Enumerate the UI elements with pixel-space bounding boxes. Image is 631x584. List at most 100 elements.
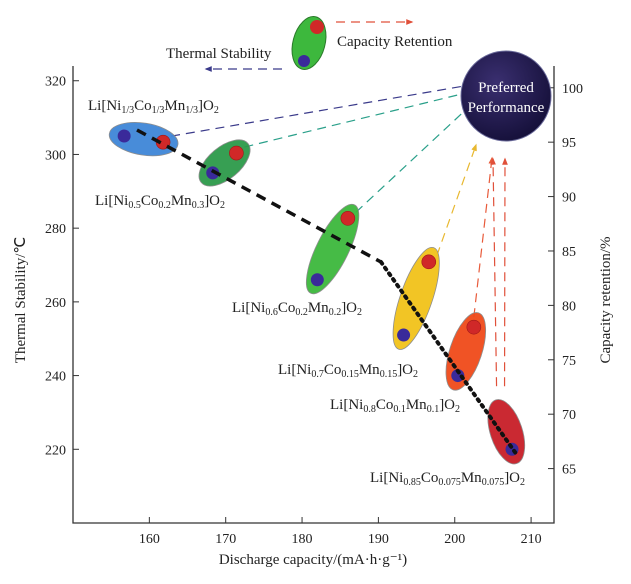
x-tick-label: 180 bbox=[292, 532, 313, 547]
performance-arrow bbox=[474, 158, 492, 317]
capacity-point bbox=[467, 320, 481, 334]
performance-arrow bbox=[244, 92, 470, 147]
legend: Capacity Retention Thermal Stability bbox=[166, 13, 453, 73]
label-subscript: 0.15 bbox=[380, 369, 398, 380]
y-left-tick-label: 240 bbox=[45, 370, 66, 385]
y-left-tick-label: 280 bbox=[45, 222, 66, 237]
label-subscript: 0.2 bbox=[329, 307, 342, 318]
thermal-point bbox=[397, 329, 410, 342]
label-subscript: 2 bbox=[455, 404, 460, 415]
material-ellipse bbox=[481, 395, 532, 469]
label-subscript: 2 bbox=[413, 369, 418, 380]
label-subscript: 1/3 bbox=[121, 105, 134, 116]
label-text: ]O bbox=[504, 470, 520, 486]
label-subscript: 0.6 bbox=[265, 307, 278, 318]
legend-thermal-dot bbox=[298, 55, 310, 67]
performance-arrow bbox=[437, 145, 476, 256]
label-text: Mn bbox=[308, 300, 329, 316]
thermal-point bbox=[311, 273, 324, 286]
material-label: Li[Ni0.8Co0.1Mn0.1]O2 bbox=[330, 397, 460, 415]
capacity-point bbox=[229, 146, 243, 160]
label-text: Li[Ni bbox=[95, 193, 128, 209]
y-right-tick-label: 80 bbox=[562, 299, 576, 314]
data-marks bbox=[107, 118, 532, 469]
label-text: ]O bbox=[204, 193, 220, 209]
label-subscript: 2 bbox=[214, 105, 219, 116]
target-label-line2: Performance bbox=[468, 100, 545, 116]
label-text: Li[Ni bbox=[370, 470, 403, 486]
material-ellipse bbox=[384, 242, 449, 354]
target-label-line1: Preferred bbox=[478, 80, 534, 96]
label-text: Mn bbox=[461, 470, 482, 486]
label-subscript: 0.85 bbox=[403, 477, 421, 488]
label-text: Co bbox=[278, 300, 296, 316]
label-text: Mn bbox=[406, 397, 427, 413]
label-subscript: 1/3 bbox=[185, 105, 198, 116]
label-text: Mn bbox=[359, 362, 380, 378]
y-right-tick-label: 85 bbox=[562, 245, 576, 260]
label-text: Li[Ni bbox=[330, 397, 363, 413]
label-subscript: 0.15 bbox=[341, 369, 359, 380]
y-right-tick-label: 75 bbox=[562, 354, 576, 369]
material-label: Li[Ni0.7Co0.15Mn0.15]O2 bbox=[278, 362, 418, 380]
label-subscript: 1/3 bbox=[152, 105, 165, 116]
y-axis-left-label: Thermal Stability/℃ bbox=[13, 237, 29, 363]
y-left-tick-label: 320 bbox=[45, 75, 66, 90]
y-right-tick-label: 70 bbox=[562, 408, 576, 423]
label-subscript: 0.1 bbox=[393, 404, 406, 415]
label-text: Li[Ni bbox=[232, 300, 265, 316]
y-right-tick-label: 90 bbox=[562, 191, 576, 206]
preferred-performance-target: Preferred Performance bbox=[461, 51, 551, 141]
label-text: Mn bbox=[164, 98, 185, 114]
label-subscript: 0.5 bbox=[128, 200, 141, 211]
y-left-tick-label: 220 bbox=[45, 443, 66, 458]
y-right-tick-label: 95 bbox=[562, 136, 576, 151]
label-subscript: 0.3 bbox=[192, 200, 205, 211]
label-subscript: 0.2 bbox=[295, 307, 308, 318]
label-subscript: 2 bbox=[220, 200, 225, 211]
label-subscript: 0.075 bbox=[482, 477, 505, 488]
label-text: Mn bbox=[171, 193, 192, 209]
y-right-tick-label: 65 bbox=[562, 463, 576, 478]
material-label: Li[Ni0.5Co0.2Mn0.3]O2 bbox=[95, 193, 225, 211]
x-axis-label: Discharge capacity/(mA·h·g⁻¹) bbox=[219, 552, 407, 568]
legend-capacity-label: Capacity Retention bbox=[337, 34, 453, 50]
material-labels: Li[Ni1/3Co1/3Mn1/3]O2Li[Ni0.5Co0.2Mn0.3]… bbox=[88, 98, 525, 488]
x-tick-label: 210 bbox=[521, 532, 542, 547]
label-text: Co bbox=[376, 397, 394, 413]
x-tick-label: 190 bbox=[368, 532, 389, 547]
label-text: ]O bbox=[397, 362, 413, 378]
performance-arrow bbox=[356, 104, 472, 212]
label-subscript: 0.7 bbox=[311, 369, 324, 380]
thermal-point bbox=[118, 130, 131, 143]
x-tick-label: 200 bbox=[444, 532, 465, 547]
label-text: Co bbox=[324, 362, 342, 378]
label-subscript: 2 bbox=[357, 307, 362, 318]
label-text: Co bbox=[141, 193, 159, 209]
label-text: ]O bbox=[341, 300, 357, 316]
y-right-tick-label: 100 bbox=[562, 82, 583, 97]
material-label: Li[Ni0.85Co0.075Mn0.075]O2 bbox=[370, 470, 525, 488]
label-text: ]O bbox=[439, 397, 455, 413]
label-text: Co bbox=[134, 98, 152, 114]
label-subscript: 0.1 bbox=[427, 404, 440, 415]
x-tick-label: 160 bbox=[139, 532, 160, 547]
y-axis-right-label: Capacity retention/% bbox=[598, 236, 614, 363]
capacity-point bbox=[422, 255, 436, 269]
material-label: Li[Ni0.6Co0.2Mn0.2]O2 bbox=[232, 300, 362, 318]
y-left-tick-label: 300 bbox=[45, 148, 66, 163]
target-circle bbox=[461, 51, 551, 141]
label-subscript: 0.075 bbox=[438, 477, 461, 488]
label-text: Li[Ni bbox=[278, 362, 311, 378]
label-text: Co bbox=[421, 470, 439, 486]
label-text: ]O bbox=[198, 98, 214, 114]
legend-capacity-dot bbox=[310, 20, 324, 34]
x-tick-label: 170 bbox=[215, 532, 236, 547]
label-subscript: 0.8 bbox=[363, 404, 376, 415]
material-label: Li[Ni1/3Co1/3Mn1/3]O2 bbox=[88, 98, 219, 116]
label-subscript: 0.2 bbox=[158, 200, 171, 211]
material-ellipse bbox=[296, 198, 369, 301]
y-left-tick-label: 260 bbox=[45, 296, 66, 311]
label-text: Li[Ni bbox=[88, 98, 121, 114]
